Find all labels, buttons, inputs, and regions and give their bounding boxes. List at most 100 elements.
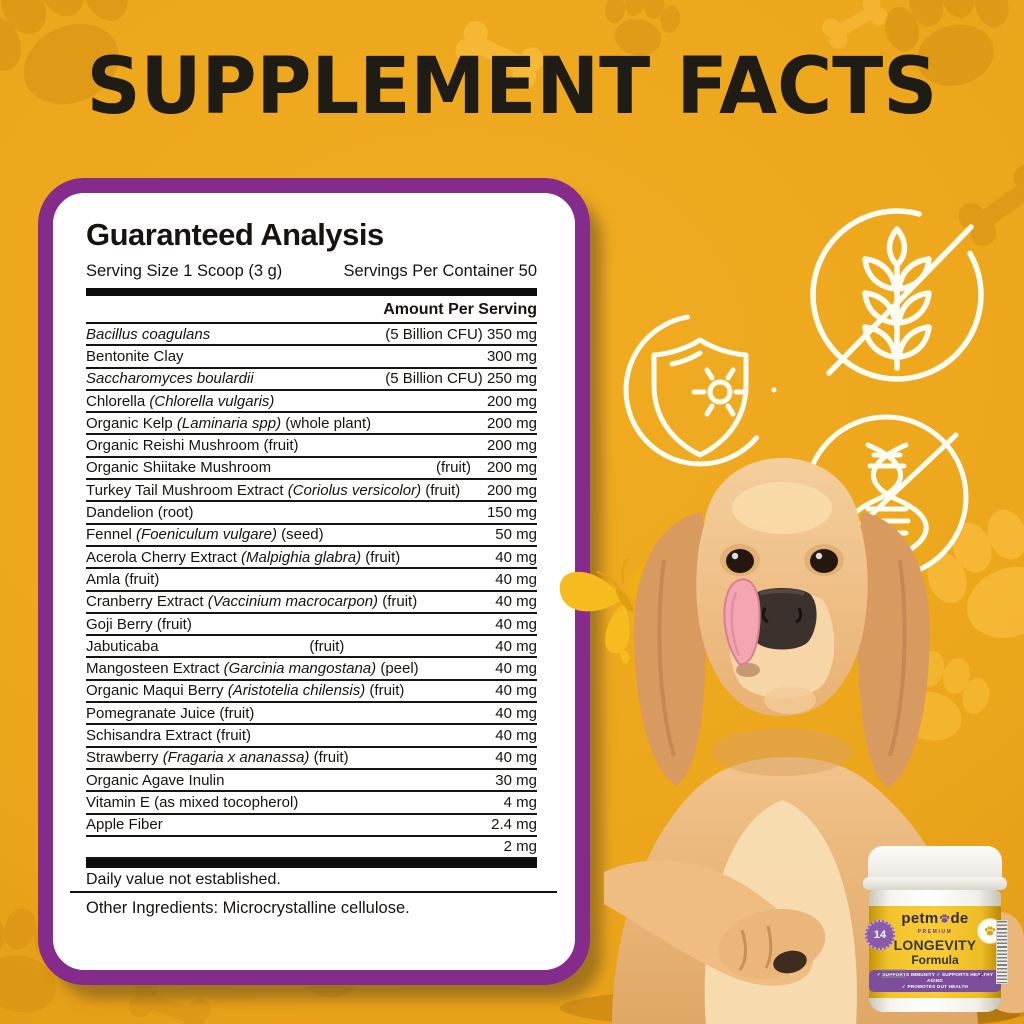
product-name-line2: Formula: [911, 953, 959, 967]
table-row: Saccharomyces boulardii (5 Billion CFU) 2…: [86, 369, 537, 391]
ingredient-amount: 40 mg: [495, 704, 537, 722]
ingredient-name: Apple Fiber: [86, 816, 163, 834]
ingredient-amount: 50 mg: [495, 526, 537, 544]
ingredient-name: Jabuticaba: [86, 637, 159, 655]
brand-logo: petm de: [901, 911, 968, 926]
analysis-table-body: Bacillus coagulans (5 Billion CFU) 350 mg…: [86, 324, 537, 860]
table-row: Amla (fruit) 40 mg: [86, 569, 537, 592]
ingredient-amount: 40 mg: [495, 593, 537, 611]
product-jar: petm de PREMIUM LONGEVITY Formula ✓ SUPP…: [860, 846, 1010, 1018]
ingredient-amount: 40 mg: [495, 749, 537, 767]
ingredient-amount: 200 mg: [486, 414, 537, 432]
ingredient-amount: 2.4 mg: [491, 816, 537, 834]
ingredient-name: Organic Shiitake Mushroom: [86, 459, 272, 477]
ingredient-amount: 300 mg: [486, 347, 537, 365]
table-row: Apple Fiber 2.4 mg: [86, 815, 537, 837]
ingredient-name: Pomegranate Juice (fruit): [86, 704, 255, 722]
ingredient-name: Vitamin E (as mixed tocopherol): [86, 793, 299, 811]
ingredient-name: Strawberry (Fragaria x ananassa) (fruit): [86, 749, 349, 767]
brand-prefix: petm: [901, 910, 939, 927]
badge-14: 14: [865, 920, 895, 950]
divider-thick-bar: [86, 288, 537, 296]
ingredient-name: Schisandra Extract (fruit): [86, 726, 252, 744]
ingredient-name: Mangosteen Extract (Garcinia mangostana)…: [86, 660, 419, 678]
certification-icon: ✓: [977, 970, 985, 980]
table-row: Schisandra Extract (fruit) 40 mg: [86, 725, 537, 748]
premium-label: PREMIUM: [917, 929, 953, 935]
other-ingredients: Other Ingredients: Microcrystalline cell…: [86, 899, 410, 918]
ingredient-amount: 150 mg: [486, 504, 537, 522]
table-row: 2 mg: [86, 837, 537, 860]
table-row: Bacillus coagulans (5 Billion CFU) 350 mg: [86, 324, 537, 347]
table-row: Mangosteen Extract (Garcinia mangostana)…: [86, 658, 537, 681]
amount-per-serving-header: Amount Per Serving: [86, 296, 537, 324]
table-row: Chlorella (Chlorella vulgaris) 200 mg: [86, 391, 537, 414]
ingredient-part: (fruit): [309, 637, 345, 655]
immune-shield-icon: [608, 312, 788, 472]
ingredient-amount: 2 mg: [503, 838, 537, 856]
ingredient-amount: 200 mg: [486, 481, 537, 499]
ingredient-name: Turkey Tail Mushroom Extract (Coriolus v…: [86, 481, 461, 499]
ingredient-name: Organic Reishi Mushroom (fruit): [86, 437, 299, 455]
benefits-ribbon: ✓ SUPPORTS IMMUNITY ✓ SUPPORTS HEALTHY A…: [869, 970, 1001, 992]
table-row: Vitamin E (as mixed tocopherol) 4 mg: [86, 792, 537, 815]
ingredient-name: Acerola Cherry Extract (Malpighia glabra…: [86, 548, 401, 566]
ingredient-amount: 200 mg: [486, 459, 537, 477]
ingredient-name: Cranberry Extract (Vaccinium macrocarpon…: [86, 593, 418, 611]
divider-thick-bar: [86, 859, 537, 869]
table-row: Bentonite Clay 300 mg: [86, 346, 537, 369]
benefit-line: ✓ PROMOTES GUT HEALTH: [901, 983, 969, 989]
jar-label: petm de PREMIUM LONGEVITY Formula ✓ SUPP…: [865, 906, 1003, 998]
ingredient-amount: (5 Billion CFU) 250 mg: [385, 370, 537, 388]
table-row: Organic Kelp (Laminaria spp) (whole plan…: [86, 413, 537, 436]
ingredient-amount: 30 mg: [495, 771, 537, 789]
ingredient-amount: 40 mg: [495, 637, 537, 655]
table-row: Acerola Cherry Extract (Malpighia glabra…: [86, 547, 537, 570]
divider-line: [70, 891, 557, 894]
table-row: Organic Agave Inulin 30 mg: [86, 770, 537, 793]
table-row: Organic Shiitake Mushroom (fruit) 200 mg: [86, 458, 537, 481]
table-row: Turkey Tail Mushroom Extract (Coriolus v…: [86, 480, 537, 503]
serving-size: Serving Size 1 Scoop (3 g): [86, 262, 283, 280]
barcode: [996, 920, 1008, 984]
table-row: Fennel (Foeniculum vulgare) (seed) 50 mg: [86, 525, 537, 547]
table-row: Pomegranate Juice (fruit) 40 mg: [86, 703, 537, 726]
ingredient-name: Bacillus coagulans: [86, 325, 211, 343]
ingredient-amount: (5 Billion CFU) 350 mg: [385, 325, 537, 343]
ingredient-name: Organic Maqui Berry (Aristotelia chilens…: [86, 682, 405, 700]
supplement-facts-panel: Guaranteed Analysis Serving Size 1 Scoop…: [38, 178, 590, 985]
paw-logo-icon: [939, 914, 950, 923]
ingredient-name: Amla (fruit): [86, 570, 160, 588]
table-row: Organic Reishi Mushroom (fruit) 200 mg: [86, 435, 537, 458]
product-name-line1: LONGEVITY: [893, 937, 977, 953]
fine-print-lines: [882, 967, 906, 980]
page-title: SUPPLEMENT FACTS: [86, 40, 938, 132]
daily-value-footnote: Daily value not established.: [86, 871, 281, 889]
ingredient-amount: 200 mg: [486, 437, 537, 455]
ingredient-name: Saccharomyces boulardii: [86, 370, 254, 388]
servings-per-container: Servings Per Container 50: [343, 262, 537, 280]
ingredient-amount: 40 mg: [495, 682, 537, 700]
jar-lid-lip: [863, 877, 1007, 890]
ingredient-name: Chlorella (Chlorella vulgaris): [86, 392, 275, 410]
ingredient-name: Bentonite Clay: [86, 347, 184, 365]
ingredient-amount: 200 mg: [486, 392, 537, 410]
ingredient-name: Dandelion (root): [86, 504, 194, 522]
table-row: Organic Maqui Berry (Aristotelia chilens…: [86, 681, 537, 704]
table-row: Jabuticaba (fruit) 40 mg: [86, 636, 537, 659]
benefit-line: ✓ SUPPORTS IMMUNITY ✓ SUPPORTS HEALTHY A…: [876, 972, 994, 983]
brand-suffix: de: [950, 910, 969, 927]
table-row: Dandelion (root) 150 mg: [86, 502, 537, 525]
ingredient-amount: 40 mg: [495, 570, 537, 588]
ingredient-name: Organic Kelp (Laminaria spp) (whole plan…: [86, 414, 372, 432]
ingredient-part: (fruit): [435, 459, 471, 477]
ingredient-amount: 40 mg: [495, 660, 537, 678]
ingredient-amount: 4 mg: [503, 793, 537, 811]
ingredient-name: Goji Berry (fruit): [86, 615, 192, 633]
table-row: Cranberry Extract (Vaccinium macrocarpon…: [86, 592, 537, 614]
grain-free-icon: [795, 193, 1000, 398]
table-row: Strawberry (Fragaria x ananassa) (fruit)…: [86, 748, 537, 770]
ingredient-amount: 40 mg: [495, 548, 537, 566]
ingredient-amount: 40 mg: [495, 615, 537, 633]
